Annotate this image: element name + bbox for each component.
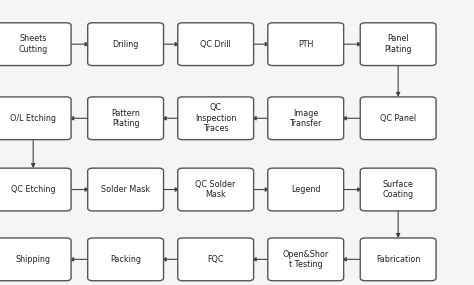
FancyBboxPatch shape: [360, 238, 436, 281]
FancyBboxPatch shape: [178, 23, 254, 66]
FancyBboxPatch shape: [88, 23, 164, 66]
Text: QC Etching: QC Etching: [11, 185, 55, 194]
Text: Sheets
Cutting: Sheets Cutting: [18, 34, 48, 54]
FancyBboxPatch shape: [268, 238, 344, 281]
Text: Packing: Packing: [110, 255, 141, 264]
FancyBboxPatch shape: [88, 168, 164, 211]
FancyBboxPatch shape: [360, 23, 436, 66]
FancyBboxPatch shape: [268, 168, 344, 211]
Text: Shipping: Shipping: [16, 255, 51, 264]
FancyBboxPatch shape: [178, 238, 254, 281]
FancyBboxPatch shape: [0, 238, 71, 281]
FancyBboxPatch shape: [268, 97, 344, 140]
Text: Solder Mask: Solder Mask: [101, 185, 150, 194]
Text: Legend: Legend: [291, 185, 320, 194]
Text: Panel
Plating: Panel Plating: [384, 34, 412, 54]
Text: QC Solder
Mask: QC Solder Mask: [195, 180, 236, 199]
Text: QC Drill: QC Drill: [201, 40, 231, 49]
Text: O/L Etching: O/L Etching: [10, 114, 56, 123]
Text: Driling: Driling: [112, 40, 139, 49]
FancyBboxPatch shape: [178, 97, 254, 140]
FancyBboxPatch shape: [178, 168, 254, 211]
FancyBboxPatch shape: [0, 23, 71, 66]
FancyBboxPatch shape: [360, 97, 436, 140]
FancyBboxPatch shape: [0, 168, 71, 211]
FancyBboxPatch shape: [360, 168, 436, 211]
Text: Open&Shor
t Testing: Open&Shor t Testing: [283, 250, 329, 269]
FancyBboxPatch shape: [88, 238, 164, 281]
FancyBboxPatch shape: [0, 97, 71, 140]
Text: QC Panel: QC Panel: [380, 114, 416, 123]
FancyBboxPatch shape: [268, 23, 344, 66]
Text: Image
Transfer: Image Transfer: [290, 109, 322, 128]
FancyBboxPatch shape: [88, 97, 164, 140]
Text: QC
Inspection
Traces: QC Inspection Traces: [195, 103, 237, 133]
Text: Surface
Coating: Surface Coating: [383, 180, 414, 199]
Text: PTH: PTH: [298, 40, 313, 49]
Text: Pattern
Plating: Pattern Plating: [111, 109, 140, 128]
Text: FQC: FQC: [208, 255, 224, 264]
Text: Fabrication: Fabrication: [376, 255, 420, 264]
